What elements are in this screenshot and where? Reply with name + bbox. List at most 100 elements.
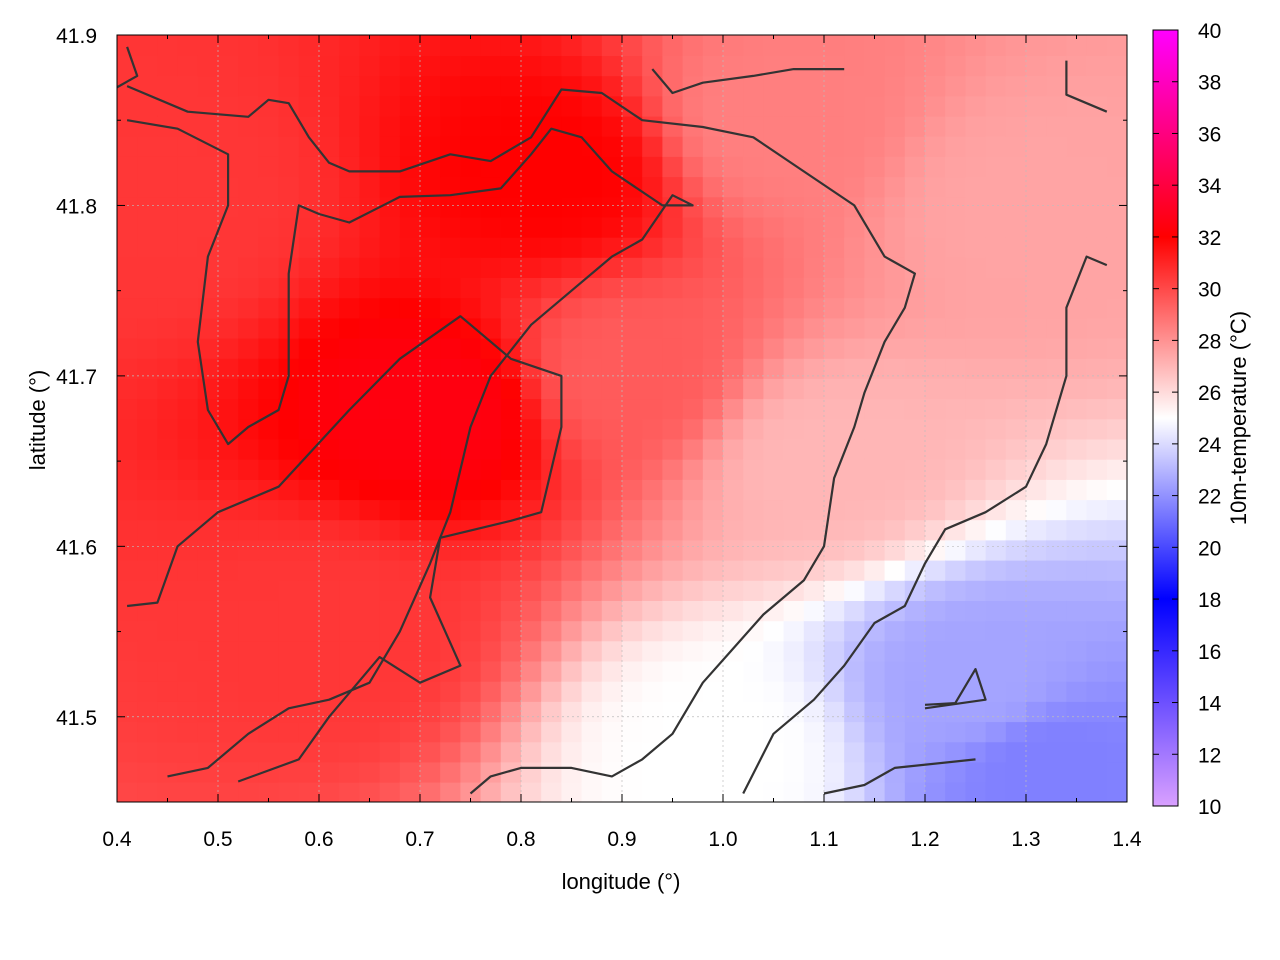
heat-cell: [945, 721, 967, 743]
heat-cell: [177, 559, 199, 581]
heat-cell: [945, 701, 967, 723]
heat-cell: [642, 115, 664, 137]
heat-cell: [500, 297, 522, 319]
heat-cell: [319, 55, 340, 77]
heat-cell: [581, 297, 603, 319]
heat-cell: [218, 559, 239, 581]
heat-cell: [682, 398, 704, 420]
heat-cell: [339, 559, 361, 581]
heat-cell: [581, 438, 603, 460]
heat-cell: [985, 297, 1007, 319]
heat-cell: [824, 640, 845, 662]
heat-cell: [137, 115, 159, 137]
heat-cell: [803, 721, 825, 743]
heat-cell: [682, 438, 704, 460]
heat-cell: [420, 317, 441, 339]
heat-cell: [197, 196, 219, 218]
heat-cell: [541, 499, 563, 521]
heat-cell: [904, 559, 926, 581]
heat-cell: [319, 741, 340, 763]
heat-cell: [278, 176, 300, 198]
heat-cell: [601, 297, 623, 319]
heat-cell: [339, 156, 361, 178]
heat-cell: [803, 317, 825, 339]
heat-cell: [399, 600, 421, 622]
heat-cell: [1026, 559, 1047, 581]
heat-cell: [601, 418, 623, 440]
heat-cell: [803, 216, 825, 238]
heat-cell: [904, 297, 926, 319]
heat-cell: [177, 357, 199, 379]
heat-cell: [925, 559, 946, 581]
y-tick-label: 41.6: [56, 536, 97, 559]
heat-cell: [945, 499, 967, 521]
heat-cell: [662, 640, 684, 662]
heat-cell: [622, 580, 643, 601]
heat-cell: [440, 701, 462, 723]
heat-cell: [642, 479, 664, 501]
heat-cell: [1005, 378, 1027, 400]
heat-cell: [925, 418, 946, 440]
heat-cell: [824, 580, 845, 601]
heat-cell: [541, 620, 563, 642]
colorbar-tick-label: 26: [1198, 382, 1221, 405]
heat-cell: [460, 741, 482, 763]
heat-cell: [601, 156, 623, 178]
heat-cell: [642, 35, 664, 56]
heat-cell: [561, 438, 583, 460]
heat-cell: [399, 196, 421, 218]
heat-cell: [1046, 115, 1068, 137]
heat-cell: [157, 620, 179, 642]
heat-cell: [864, 640, 886, 662]
heat-cell: [622, 216, 643, 238]
heat-cell: [985, 559, 1007, 581]
heat-cell: [218, 580, 239, 601]
heat-cell: [339, 741, 361, 763]
heat-cell: [581, 580, 603, 601]
heat-cell: [177, 55, 199, 77]
heat-cell: [521, 115, 542, 137]
heat-cell: [278, 135, 300, 157]
heat-cell: [581, 458, 603, 480]
x-tick-label: 0.9: [607, 828, 636, 851]
heat-cell: [945, 337, 967, 359]
heat-cell: [965, 277, 987, 299]
heat-cell: [945, 418, 967, 440]
heat-cell: [157, 398, 179, 420]
heat-cell: [965, 539, 987, 561]
heat-cell: [298, 438, 320, 460]
heat-cell: [319, 458, 340, 480]
heat-cell: [339, 539, 361, 561]
heat-cell: [945, 438, 967, 460]
heat-cell: [1005, 721, 1027, 743]
heat-cell: [258, 216, 280, 238]
heat-cell: [985, 95, 1007, 117]
heat-cell: [298, 479, 320, 501]
heat-cell: [763, 620, 785, 642]
heat-cell: [642, 580, 664, 601]
heat-cell: [157, 499, 179, 521]
heat-cell: [763, 317, 785, 339]
heat-cell: [521, 156, 542, 178]
heat-cell: [177, 660, 199, 682]
heat-cell: [319, 600, 340, 622]
heat-cell: [702, 176, 724, 198]
heat-cell: [480, 357, 502, 379]
heat-cell: [581, 640, 603, 662]
heat-cell: [965, 620, 987, 642]
heat-cell: [601, 600, 623, 622]
heat-cell: [319, 438, 340, 460]
heat-cell: [662, 337, 684, 359]
heat-cell: [783, 640, 805, 662]
heat-cell: [157, 741, 179, 763]
heat-cell: [1106, 539, 1127, 561]
heat-cell: [622, 75, 643, 97]
heat-cell: [379, 236, 401, 258]
heat-cell: [723, 438, 744, 460]
heat-cell: [601, 317, 623, 339]
heat-cell: [197, 660, 219, 682]
y-tick-label: 41.7: [56, 366, 97, 389]
heat-cell: [783, 357, 805, 379]
heat-cell: [864, 680, 886, 702]
heat-cell: [1005, 135, 1027, 157]
